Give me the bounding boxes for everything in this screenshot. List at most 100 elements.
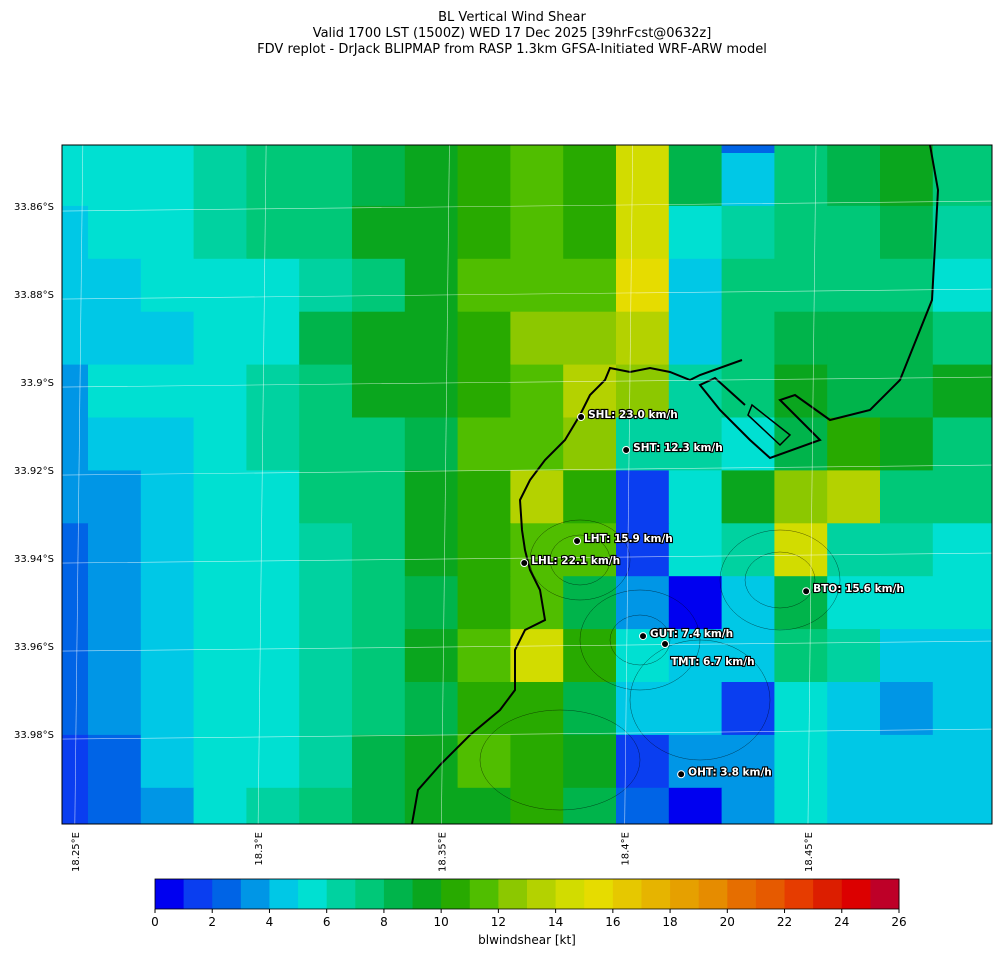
grid-cell — [457, 523, 511, 577]
grid-cell — [352, 417, 406, 471]
grid-cell — [721, 205, 775, 260]
grid-cell — [880, 576, 934, 630]
station-marker — [661, 640, 670, 649]
grid-cell — [299, 470, 353, 524]
grid-cell — [880, 205, 934, 260]
x-tick-label: 18.25°E — [71, 832, 82, 872]
colorbar-bin — [441, 879, 471, 909]
grid-cell — [299, 153, 353, 207]
grid-cell — [404, 153, 459, 207]
grid-cell — [880, 523, 934, 577]
grid-cell — [774, 364, 828, 419]
grid-cell — [668, 576, 723, 630]
heatmap — [62, 145, 992, 824]
y-tick-label: 33.96°S — [14, 642, 54, 653]
grid-cell — [721, 576, 775, 630]
grid-cell — [880, 417, 934, 471]
title-line: Valid 1700 LST (1500Z) WED 17 Dec 2025 [… — [313, 26, 712, 41]
grid-cell — [352, 364, 406, 419]
meridian — [74, 145, 84, 824]
grid-cell — [193, 417, 247, 471]
grid-cell — [404, 629, 459, 683]
grid-cell — [932, 205, 992, 260]
grid-cell — [668, 629, 723, 683]
grid-cell — [510, 311, 564, 366]
grid-cell — [88, 153, 142, 207]
grid-cell — [563, 258, 617, 313]
grid-cell — [352, 205, 406, 260]
grid-cell — [457, 576, 511, 630]
grid-cell — [457, 311, 511, 366]
grid-cell — [352, 629, 406, 683]
grid-cell — [510, 258, 564, 313]
grid-cell — [932, 734, 992, 789]
grid-cell — [668, 470, 723, 524]
grid-cell — [721, 629, 775, 683]
grid-cell — [668, 258, 723, 313]
grid-cell — [827, 682, 881, 736]
grid-cell — [774, 417, 828, 471]
grid-cell — [827, 523, 881, 577]
grid-cell — [352, 311, 406, 366]
grid-cell — [827, 145, 881, 154]
grid-cell — [193, 470, 247, 524]
grid-cell — [88, 523, 142, 577]
colorbar-bin — [755, 879, 786, 909]
grid-cell — [774, 787, 828, 824]
grid-cell — [404, 470, 459, 524]
parallel — [62, 200, 992, 212]
grid-cell — [246, 258, 300, 313]
grid-cell — [932, 470, 992, 524]
grid-cell — [299, 205, 353, 260]
grid-cell — [668, 153, 723, 207]
grid-cell — [62, 523, 89, 577]
grid-cell — [774, 470, 828, 524]
colorbar-tick-label: 12 — [491, 915, 506, 929]
grid-cell — [404, 417, 459, 471]
grid-cell — [140, 470, 195, 524]
grid-cell — [62, 311, 89, 366]
grid-cell — [62, 145, 89, 154]
grid-cell — [193, 364, 247, 419]
station-marker — [639, 632, 648, 641]
grid-cell — [246, 629, 300, 683]
colorbar-bin — [841, 879, 871, 909]
grid-cell — [62, 153, 89, 207]
colorbar-label: blwindshear [kt] — [478, 933, 576, 947]
grid-cell — [774, 576, 828, 630]
colorbar-bin — [355, 879, 385, 909]
grid-cell — [457, 470, 511, 524]
grid-cell — [88, 311, 142, 366]
parallel — [62, 552, 992, 564]
grid-cell — [616, 576, 670, 630]
grid-cell — [246, 205, 300, 260]
grid-cell — [616, 523, 670, 577]
grid-cell — [88, 145, 142, 154]
meridian — [257, 145, 267, 824]
grid-cell — [616, 734, 670, 789]
grid-cell — [880, 734, 934, 789]
grid-cell — [140, 682, 195, 736]
parallel — [62, 640, 992, 652]
grid-cell — [880, 258, 934, 313]
grid-cell — [827, 787, 881, 824]
grid-cell — [299, 145, 353, 154]
grid-cell — [140, 734, 195, 789]
grid-cell — [246, 364, 300, 419]
grid-cell — [88, 258, 142, 313]
harbour-outline — [747, 403, 792, 447]
grid-cell — [62, 576, 89, 630]
colorbar-bin — [412, 879, 442, 909]
grid-cell — [668, 311, 723, 366]
grid-cell — [827, 576, 881, 630]
y-tick-label: 33.94°S — [14, 554, 54, 565]
grid-cell — [563, 629, 617, 683]
grid-cell — [457, 629, 511, 683]
grid-cell — [616, 364, 670, 419]
station-label: LHL: 22.1 km/h — [531, 555, 620, 567]
coastline — [698, 145, 940, 460]
grid-cell — [563, 145, 617, 154]
grid-cell — [774, 629, 828, 683]
grid-cell — [404, 205, 459, 260]
